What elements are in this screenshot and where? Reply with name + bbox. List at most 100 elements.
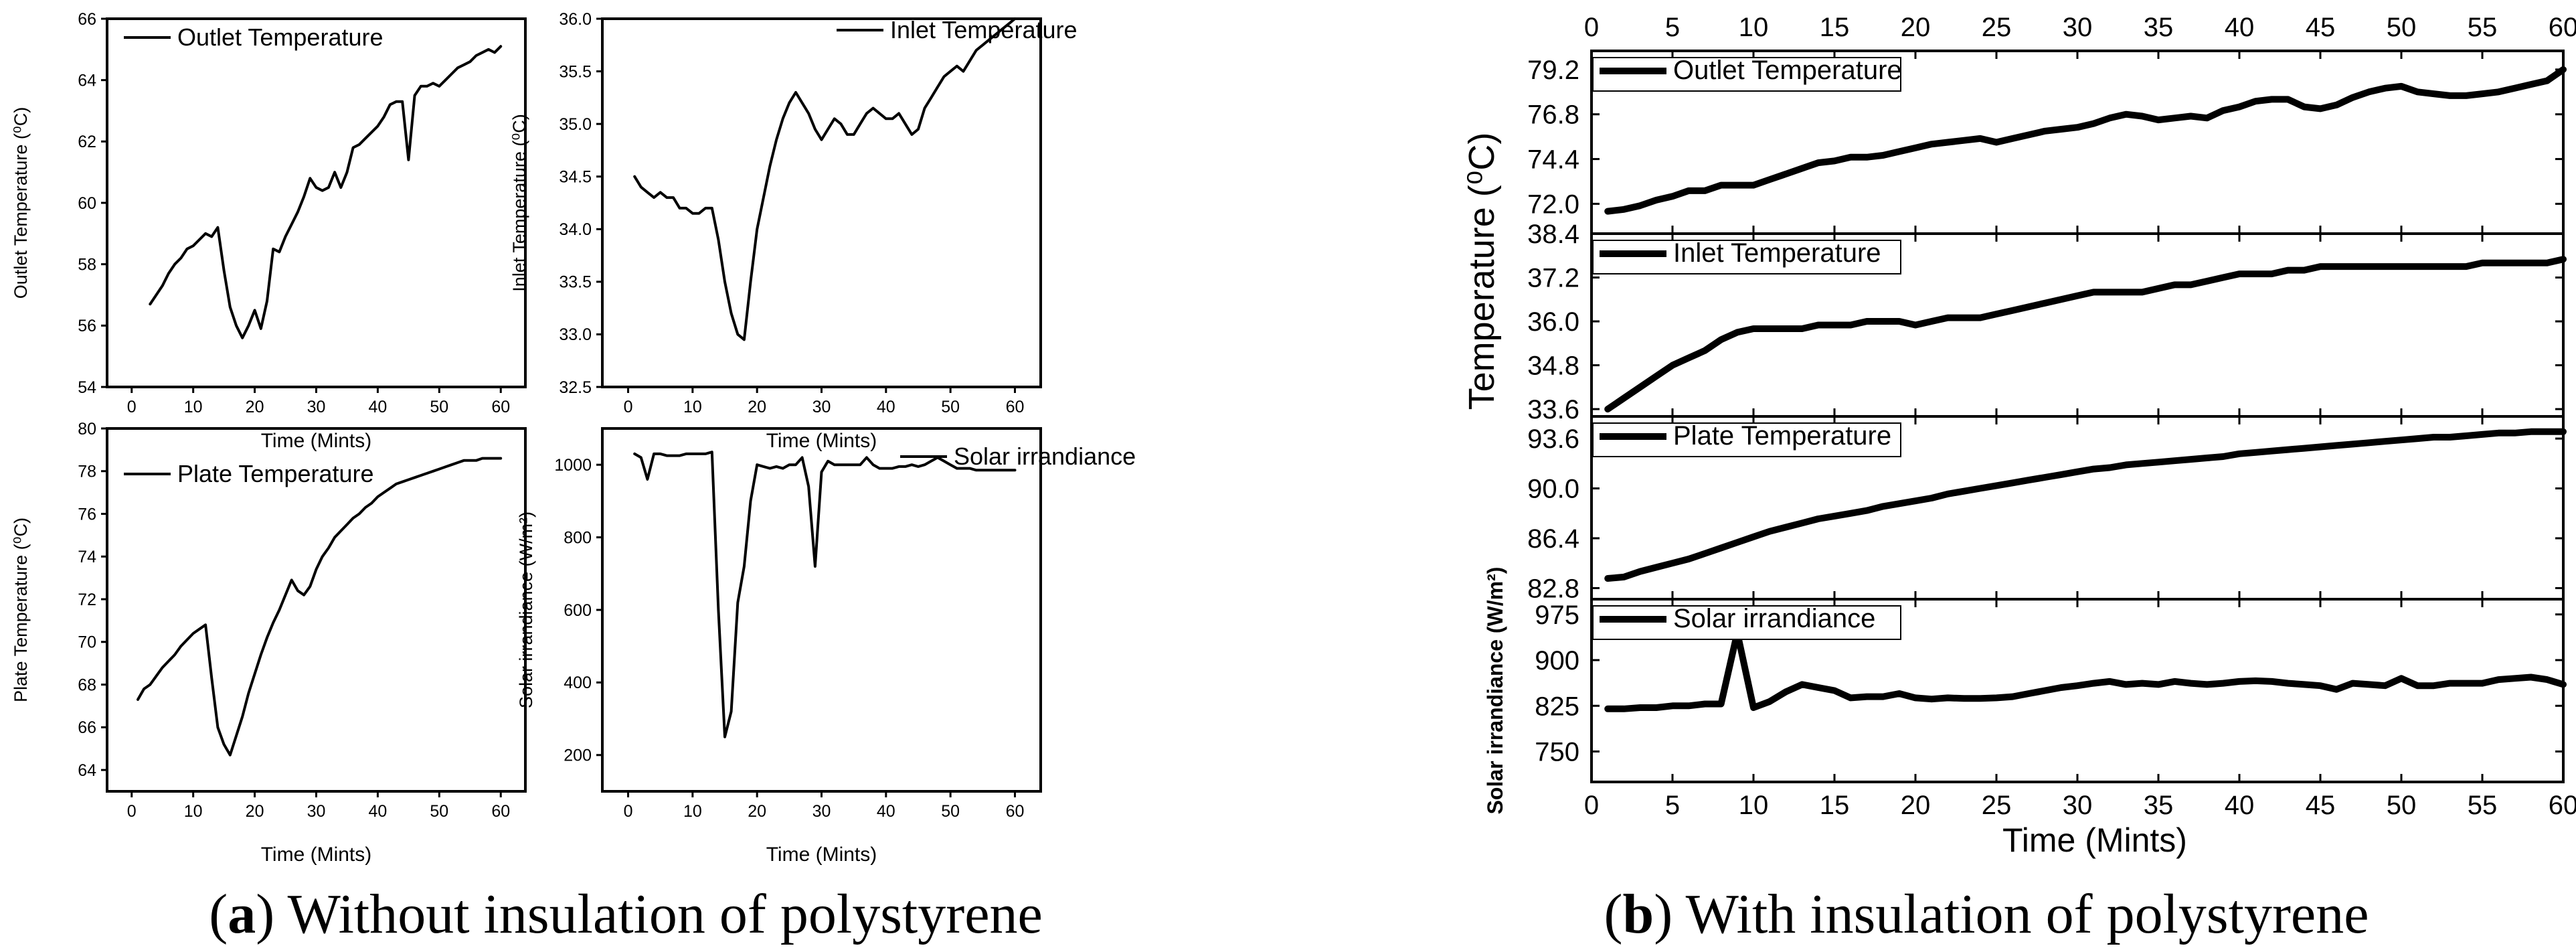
series-line [633,17,1017,341]
x-tick-label-top: 60 [2549,13,2576,42]
legend-label: Solar irrandiance [954,443,1136,470]
y-tick-label: 60 [78,194,96,213]
x-axis-label: Time (Mints) [261,844,372,866]
chart-outlet-temperature-b: 0 5 10 15 20 25 30 35 40 45 50 55 60 72.0 74.4 76.8 79.2… [1527,13,2576,235]
x-tick-label-top: 5 [1665,13,1680,42]
x-tick-label: 50 [430,802,448,821]
y-tick-label: 72.0 [1527,189,1579,219]
y-tick-label: 32.5 [559,378,592,397]
x-tick-label: 60 [2549,791,2576,820]
x-tick-label: 0 [127,398,137,416]
caption-b-letter: b [1623,883,1654,945]
chart-inlet-temperature-b: 33.6 34.8 36.0 37.2 38.4 Inlet Temperature [1527,220,2567,424]
x-tick-label: 30 [812,802,831,821]
x-tick-label: 55 [2468,791,2498,820]
y-tick-label: 64 [78,761,96,780]
caption-a: (a) Without insulation of polystyrene [209,883,1043,945]
y-tick-label: 56 [78,317,96,335]
x-tick-label-top: 30 [2063,13,2093,42]
y-axis-label: Inlet Temperature (⁰C) [509,114,529,291]
x-tick-label-top: 40 [2225,13,2255,42]
y-tick-label: 600 [564,601,592,620]
x-tick-label: 40 [2225,791,2255,820]
series-line [633,451,1017,738]
legend-label: Inlet Temperature [1673,238,1881,268]
y-tick-label: 80 [78,420,96,439]
y-tick-label: 37.2 [1527,264,1579,293]
chart-plate-temperature-a: 0 10 20 30 40 50 60 64 66 68 70 72 74 76 78 80 Plate Tem… [11,420,527,866]
y-tick-label: 35.5 [559,62,592,81]
x-tick-label: 40 [369,802,388,821]
y-axis-label: Solar irrandiance (W/m²) [516,511,536,708]
caption-b-text: With insulation of polystyrene [1672,883,2369,945]
x-tick-label: 60 [1006,802,1025,821]
legend-label: Plate Temperature [1673,421,1891,451]
panel-b-xlabel: Time (Mints) [2002,821,2187,859]
chart-inlet-temperature-a: 0 10 20 30 40 50 60 32.5 33.0 33.5 34.0 34.5 35.0 35.… [509,10,1078,452]
y-tick-label: 900 [1535,646,1579,676]
y-tick-label: 76.8 [1527,100,1579,130]
x-tick-label-top: 50 [2387,13,2417,42]
legend-label: Solar irrandiance [1673,604,1875,633]
x-tick-label: 20 [246,802,264,821]
y-tick-label: 36.0 [1527,307,1579,337]
x-tick-label: 20 [748,398,766,416]
y-tick-label: 62 [78,133,96,151]
chart-outlet-temperature-a: 0 10 20 30 40 50 60 54 56 58 60 62 64 66 Outlet Temper… [11,10,527,452]
caption-a-text: Without insulation of polystyrene [274,883,1043,945]
y-tick-label: 93.6 [1527,424,1579,454]
x-tick-label: 40 [877,802,895,821]
x-tick-label: 0 [1584,791,1599,820]
x-tick-label-top: 55 [2468,13,2498,42]
legend-label: Outlet Temperature [1673,56,1902,85]
series-line [137,457,503,757]
y-tick-label: 70 [78,633,96,652]
x-tick-label: 50 [430,398,448,416]
x-tick-label: 0 [127,802,137,821]
x-tick-label-top: 20 [1901,13,1931,42]
series-line [1604,428,2567,582]
y-axis-label: Solar irrandiance (W/m²) [1483,567,1507,815]
x-axis-label: Time (Mints) [766,844,877,866]
x-tick-label: 25 [1982,791,2012,820]
legend-label: Plate Temperature [177,460,374,487]
y-tick-label: 38.4 [1527,220,1579,249]
y-axis-label: Outlet Temperature (⁰C) [11,107,31,299]
y-tick-label: 400 [564,673,592,692]
x-tick-label: 0 [624,398,633,416]
x-tick-label: 10 [1739,791,1769,820]
y-tick-label: 750 [1535,738,1579,767]
y-tick-label: 79.2 [1527,56,1579,85]
x-tick-label-top: 25 [1982,13,2012,42]
series-line [1604,629,2567,712]
x-tick-label: 35 [2144,791,2174,820]
panel-b-labels: Temperature (⁰C) Time (Mints) [1462,133,2187,859]
plot-frame [601,17,1042,388]
x-tick-label: 50 [941,398,960,416]
y-tick-label: 825 [1535,692,1579,721]
panel-b-temperature-ylabel: Temperature (⁰C) [1462,133,1502,410]
x-axis-label: Time (Mints) [261,430,372,452]
x-tick-label-top: 45 [2306,13,2336,42]
y-tick-label: 82.8 [1527,574,1579,603]
y-tick-label: 90.0 [1527,475,1579,504]
chart-solar-irradiance-b: 0 5 10 15 20 25 30 35 40 45 50 55 60 750 825 900 975 Sola… [1483,567,2576,820]
x-tick-label: 20 [1901,791,1931,820]
x-tick-label: 50 [941,802,960,821]
x-tick-label: 10 [184,398,203,416]
y-tick-label: 33.5 [559,273,592,292]
series-line [1604,256,2567,413]
y-tick-label: 54 [78,378,96,397]
caption-b: (b) With insulation of polystyrene [1604,883,2369,945]
y-tick-label: 86.4 [1527,524,1579,554]
x-tick-label-top: 35 [2144,13,2174,42]
caption-a-letter: a [228,883,256,945]
x-tick-label: 50 [2387,791,2417,820]
x-tick-label: 10 [184,802,203,821]
x-tick-label-top: 15 [1820,13,1850,42]
y-tick-label: 74.4 [1527,145,1579,175]
x-tick-label: 30 [307,802,326,821]
y-tick-label: 66 [78,10,96,29]
x-axis-label: Time (Mints) [766,430,877,452]
y-tick-label: 800 [564,528,592,547]
